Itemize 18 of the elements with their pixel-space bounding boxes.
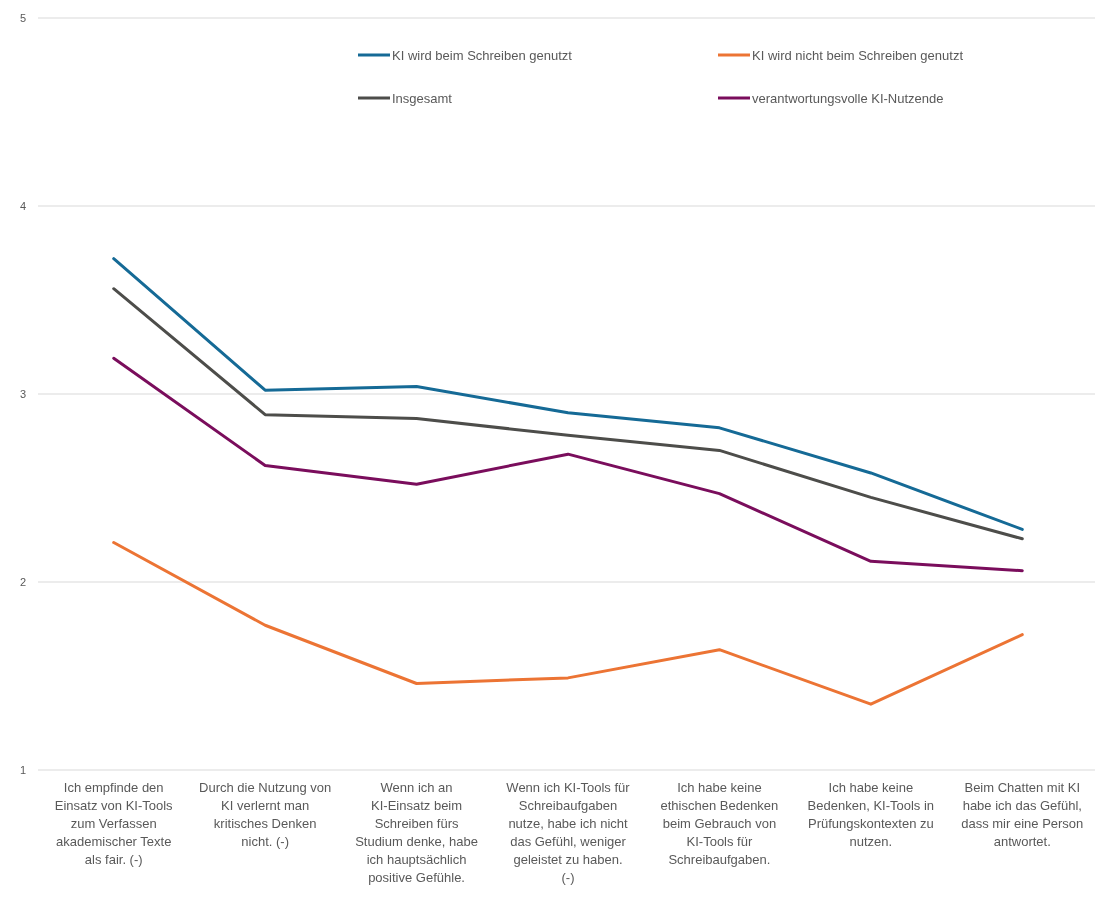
y-tick-label: 1: [19, 763, 26, 776]
x-tick-label: Wenn ich KI-Tools für Schreibaufgaben nutze, habe ich nicht das Gefühl, weniger geleistet zu haben. (-): [506, 780, 631, 885]
y-tick-label: 4: [19, 199, 26, 212]
x-tick-label: Durch die Nutzung von KI verlernt man kritisches Denken nicht. (-): [199, 780, 332, 849]
y-tick-label: 3: [19, 387, 26, 400]
x-tick-label: Ich empfinde den Einsatz von KI-Tools zum Verfassen akademischer Texte als fair. (-): [54, 780, 174, 867]
y-tick-label: 2: [19, 575, 26, 588]
legend-label: KI wird beim Schreiben genutzt: [392, 47, 573, 63]
y-tick-label: 5: [19, 11, 26, 24]
legend-label: Insgesamt: [392, 90, 453, 106]
legend-label: KI wird nicht beim Schreiben genutzt: [752, 47, 964, 63]
x-tick-label: Wenn ich an KI-Einsatz beim Schreiben fürs Studium denke, habe ich hauptsächlich positive Gefühle.: [355, 780, 479, 885]
x-tick-label: Beim Chatten mit KI habe ich das Gefühl, dass mir eine Person antwortet.: [961, 780, 1084, 849]
line-series: [112, 356, 1024, 573]
line-series: [112, 541, 1024, 706]
x-tick-label: Ich habe keine Bedenken, KI-Tools in Prüfungskontexten zu nutzen.: [807, 780, 935, 849]
legend-label: verantwortungsvolle KI-Nutzende: [752, 90, 944, 106]
x-tick-label: Ich habe keine ethischen Bedenken beim Gebrauch von KI-Tools für Schreibaufgaben.: [660, 780, 779, 867]
